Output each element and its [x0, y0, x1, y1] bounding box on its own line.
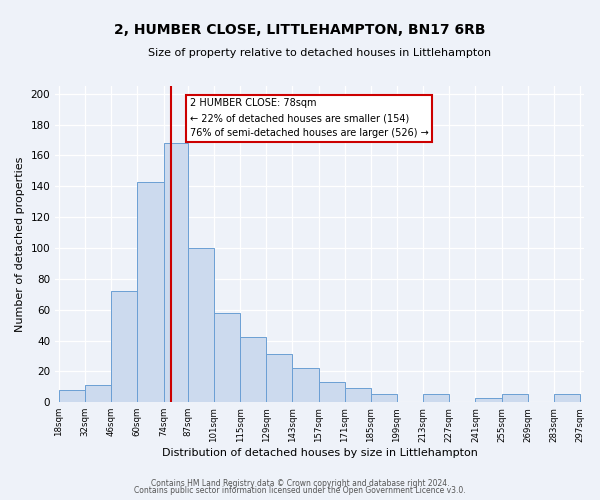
Bar: [59, 390, 85, 402]
Bar: [240, 338, 266, 402]
Y-axis label: Number of detached properties: Number of detached properties: [15, 156, 25, 332]
Bar: [214, 313, 240, 402]
Bar: [475, 398, 502, 402]
X-axis label: Distribution of detached houses by size in Littlehampton: Distribution of detached houses by size …: [161, 448, 478, 458]
Bar: [371, 394, 397, 402]
Bar: [111, 291, 137, 402]
Bar: [266, 354, 292, 402]
Bar: [344, 388, 371, 402]
Bar: [554, 394, 580, 402]
Bar: [423, 394, 449, 402]
Text: Contains HM Land Registry data © Crown copyright and database right 2024.: Contains HM Land Registry data © Crown c…: [151, 478, 449, 488]
Bar: [502, 394, 528, 402]
Text: 2, HUMBER CLOSE, LITTLEHAMPTON, BN17 6RB: 2, HUMBER CLOSE, LITTLEHAMPTON, BN17 6RB: [114, 22, 486, 36]
Bar: [164, 143, 188, 402]
Bar: [85, 385, 111, 402]
Bar: [137, 182, 164, 402]
Text: Contains public sector information licensed under the Open Government Licence v3: Contains public sector information licen…: [134, 486, 466, 495]
Bar: [319, 382, 344, 402]
Text: 2 HUMBER CLOSE: 78sqm
← 22% of detached houses are smaller (154)
76% of semi-det: 2 HUMBER CLOSE: 78sqm ← 22% of detached …: [190, 98, 428, 138]
Bar: [188, 248, 214, 402]
Bar: [292, 368, 319, 402]
Title: Size of property relative to detached houses in Littlehampton: Size of property relative to detached ho…: [148, 48, 491, 58]
